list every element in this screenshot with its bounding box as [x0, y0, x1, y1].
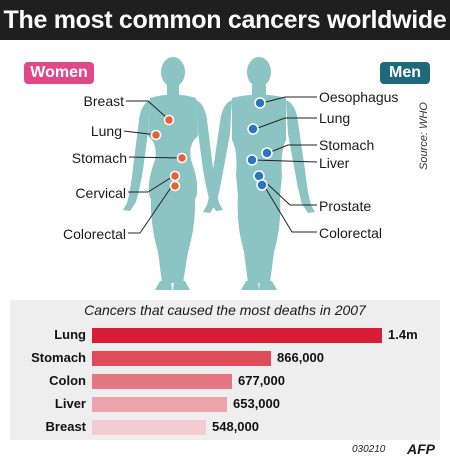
bar-value-colon: 677,000 — [238, 373, 285, 388]
oesophagus-spot — [254, 97, 266, 109]
lung-spot-women — [150, 129, 162, 141]
label-breast: Breast — [83, 93, 124, 109]
women-leader-lines — [123, 100, 182, 234]
bar-value-stomach: 866,000 — [277, 350, 324, 365]
afp-logo: AFP — [407, 441, 435, 457]
label-lung-women: Lung — [90, 123, 122, 139]
men-leader-lines — [253, 96, 318, 233]
bar-lung — [92, 328, 382, 343]
women-badge: Women — [24, 62, 94, 84]
label-liver: Liver — [319, 155, 350, 171]
label-oesophagus: Oesophagus — [319, 89, 399, 105]
label-stomach-men: Stomach — [319, 137, 375, 153]
bar-label-lung: Lung — [54, 327, 86, 342]
liver-spot — [246, 154, 258, 166]
bar-label-stomach: Stomach — [31, 350, 86, 365]
page-title: The most common cancers worldwide — [3, 5, 447, 34]
bar-liver — [92, 397, 227, 412]
source-note: Source: WHO — [418, 102, 430, 170]
bar-label-colon: Colon — [49, 373, 86, 388]
chart-title: Cancers that caused the most deaths in 2… — [84, 302, 366, 318]
title-bar: The most common cancers worldwide — [0, 0, 450, 40]
bar-label-liver: Liver — [54, 396, 86, 411]
cervical-spot — [169, 170, 181, 182]
bar-label-breast: Breast — [45, 419, 86, 434]
bar-breast — [92, 420, 206, 435]
men-badge: Men — [380, 62, 430, 84]
bar-value-lung: 1.4m — [388, 327, 418, 342]
body-figures — [123, 57, 318, 290]
bar-stomach — [92, 351, 271, 366]
stomach-spot-women — [176, 152, 188, 164]
bar-value-liver: 653,000 — [233, 396, 280, 411]
label-cervical: Cervical — [75, 185, 126, 201]
label-colorectal-women: Colorectal — [62, 226, 126, 242]
men-spots — [246, 97, 273, 191]
label-stomach-women: Stomach — [71, 150, 127, 166]
colorectal-spot-women — [169, 180, 181, 192]
bar-colon — [92, 374, 232, 389]
lung-spot-men — [247, 123, 259, 135]
women-spots — [150, 114, 188, 192]
bar-value-breast: 548,000 — [212, 419, 259, 434]
deaths-chart-panel — [10, 300, 440, 440]
man-figure — [203, 57, 315, 290]
colorectal-spot-men — [256, 179, 268, 191]
label-prostate: Prostate — [319, 198, 372, 214]
woman-figure — [123, 57, 223, 290]
breast-spot — [163, 114, 175, 126]
stomach-spot-men — [261, 147, 273, 159]
label-lung-men: Lung — [319, 110, 351, 126]
footer-code: 030210 — [352, 444, 386, 455]
label-colorectal-men: Colorectal — [319, 225, 383, 241]
